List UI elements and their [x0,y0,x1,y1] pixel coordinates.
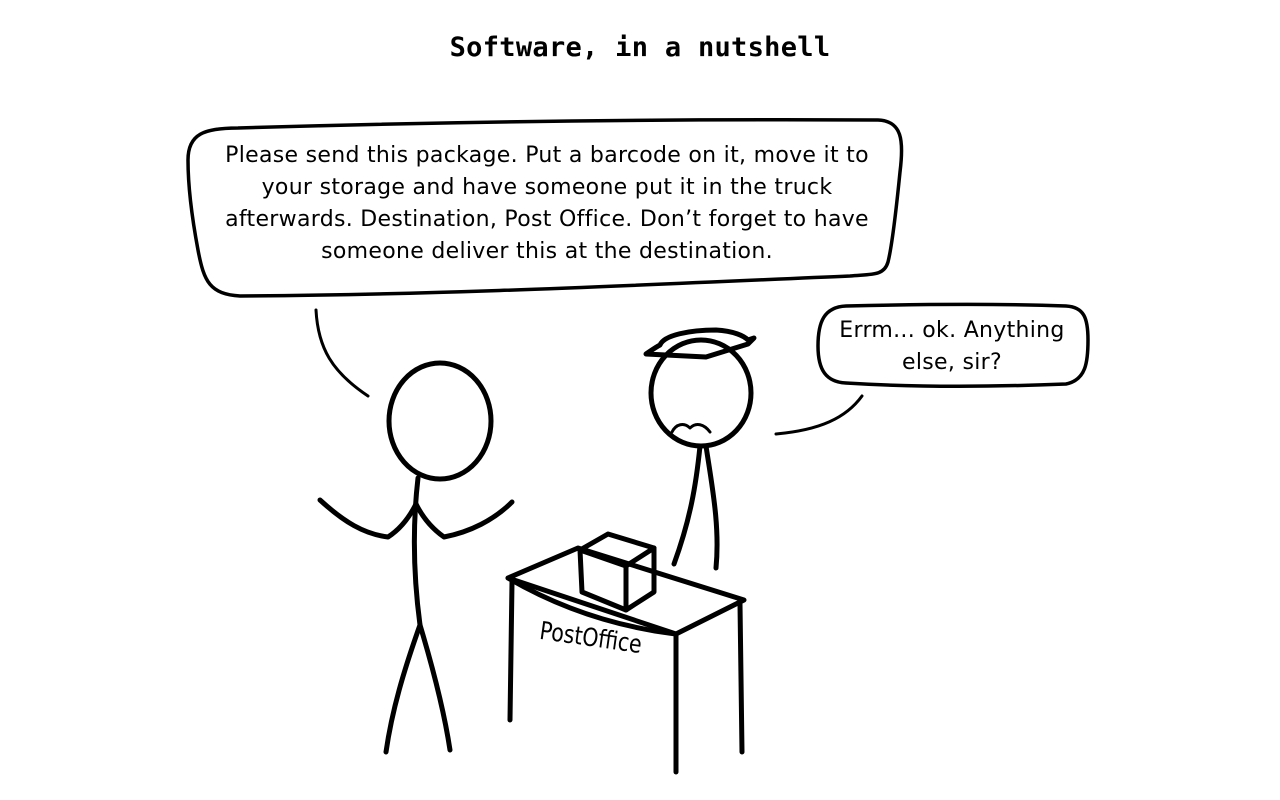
clerk-speech-bubble [816,302,1090,388]
clerk-speech-tail [774,394,864,436]
customer-speech-text: Please send this package. Put a barcode … [225,143,869,264]
package-box-icon [577,531,657,613]
customer-left-arm [317,497,419,540]
customer-head [386,360,494,482]
desk-front-edge [505,575,679,637]
post-office-desk [505,545,747,775]
desk-right-leg [737,601,745,755]
clerk-mustache-icon [670,423,712,434]
clerk-body-left [671,443,703,567]
customer-right-leg [417,622,453,753]
customer-speech-bubble [186,118,904,298]
clerk-cap-icon [643,327,757,360]
customer-left-leg [383,622,423,755]
clerk-speech-text: Errm... ok. Anything else, sir? [839,318,1065,375]
desk-top [505,545,747,637]
desk-left-leg [507,579,515,723]
customer-right-arm [413,499,515,540]
customer-figure [317,360,515,755]
customer-body [411,475,423,628]
comic-title: Software, in a nutshell [449,32,831,63]
clerk-figure [643,327,757,571]
customer-speech-tail [314,308,370,398]
clerk-body-right [703,443,720,571]
